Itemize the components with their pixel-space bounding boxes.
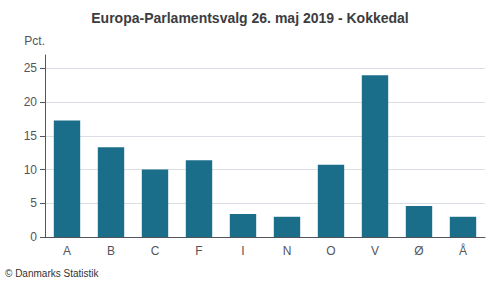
svg-text:© Danmarks Statistik: © Danmarks Statistik bbox=[5, 268, 100, 279]
svg-text:C: C bbox=[151, 244, 160, 258]
svg-text:Ø: Ø bbox=[414, 244, 423, 258]
svg-text:5: 5 bbox=[30, 196, 37, 210]
svg-text:F: F bbox=[195, 244, 202, 258]
svg-text:20: 20 bbox=[24, 95, 38, 109]
svg-text:N: N bbox=[283, 244, 292, 258]
svg-text:10: 10 bbox=[24, 163, 38, 177]
svg-text:0: 0 bbox=[30, 230, 37, 244]
svg-text:B: B bbox=[107, 244, 115, 258]
svg-text:15: 15 bbox=[24, 129, 38, 143]
svg-text:Europa-Parlamentsvalg 26. maj: Europa-Parlamentsvalg 26. maj 2019 - Kok… bbox=[91, 10, 408, 26]
svg-text:O: O bbox=[326, 244, 335, 258]
svg-text:V: V bbox=[371, 244, 379, 258]
svg-text:I: I bbox=[241, 244, 244, 258]
svg-text:A: A bbox=[63, 244, 71, 258]
svg-text:25: 25 bbox=[24, 61, 38, 75]
svg-text:Å: Å bbox=[459, 243, 467, 258]
svg-text:Pct.: Pct. bbox=[24, 34, 45, 48]
